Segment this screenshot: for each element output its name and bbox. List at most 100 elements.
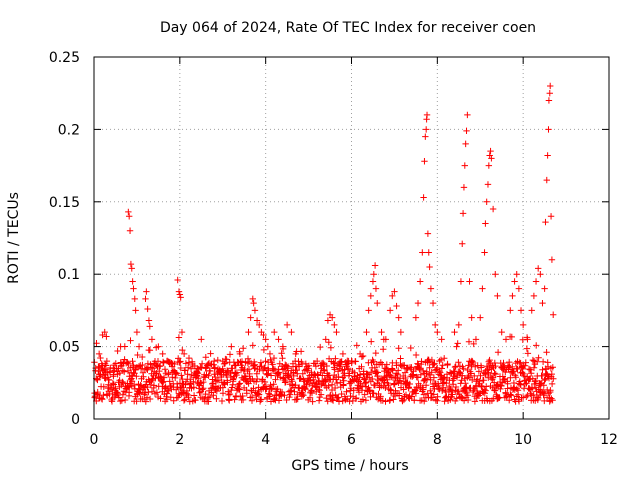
data-point — [528, 307, 535, 314]
data-point — [393, 302, 400, 310]
data-point — [481, 249, 488, 256]
data-point — [466, 278, 473, 285]
data-point — [422, 126, 430, 133]
data-point — [371, 262, 379, 269]
data-point — [193, 372, 201, 379]
data-point — [391, 288, 398, 295]
data-point — [247, 314, 254, 321]
data-point — [163, 357, 171, 365]
data-point — [545, 97, 553, 104]
data-point — [95, 350, 103, 358]
y-axis-label: ROTI / TECUs — [6, 192, 22, 284]
data-point — [155, 343, 162, 350]
data-point — [130, 285, 137, 292]
y-tick-label: 0.05 — [49, 340, 80, 356]
data-point — [114, 347, 121, 355]
data-point — [513, 271, 520, 278]
axes: 0 2 4 6 8 10 12 0 0.05 0.1 0.15 0.2 0.25 — [49, 50, 618, 448]
data-point — [250, 299, 257, 307]
data-point — [174, 276, 181, 284]
x-tick-label: 10 — [514, 432, 532, 448]
data-point — [541, 285, 548, 292]
x-tick-label: 4 — [261, 432, 270, 448]
x-tick-label: 8 — [433, 432, 442, 448]
data-point — [262, 336, 269, 343]
data-point — [110, 365, 117, 372]
data-point — [547, 213, 555, 220]
data-point — [519, 321, 527, 329]
data-point — [198, 336, 205, 343]
data-point — [94, 376, 101, 384]
data-point — [427, 285, 435, 292]
data-point — [249, 295, 256, 303]
data-point — [133, 328, 141, 336]
data-point — [283, 321, 291, 329]
data-point — [279, 343, 287, 350]
data-point — [132, 307, 139, 314]
y-tick-label: 0.15 — [49, 195, 80, 211]
data-point — [322, 336, 329, 343]
data-point — [236, 350, 244, 358]
data-point — [459, 210, 467, 217]
data-point — [482, 220, 489, 227]
data-point — [419, 249, 426, 256]
data-point — [313, 357, 321, 365]
y-tick-label: 0.2 — [58, 122, 80, 138]
data-point — [228, 343, 235, 350]
data-point — [477, 314, 484, 321]
chart-title: Day 064 of 2024, Rate Of TEC Index for r… — [160, 20, 536, 36]
y-tick-label: 0.25 — [49, 50, 80, 66]
x-tick-label: 2 — [175, 432, 184, 448]
data-point — [424, 230, 432, 237]
data-point — [426, 263, 433, 271]
data-point — [461, 162, 468, 169]
data-point — [545, 126, 552, 133]
data-point — [517, 307, 525, 314]
data-point — [546, 90, 553, 97]
data-point — [483, 198, 490, 205]
data-point — [219, 357, 226, 365]
data-point — [175, 288, 183, 295]
data-point — [260, 331, 267, 339]
data-point — [251, 307, 259, 314]
data-point — [125, 208, 132, 216]
data-point — [331, 321, 338, 329]
data-point — [451, 328, 458, 336]
data-point — [460, 184, 468, 191]
data-point — [348, 357, 355, 365]
data-point — [177, 294, 184, 301]
data-point — [484, 181, 492, 188]
data-point — [275, 336, 282, 343]
data-point — [547, 82, 554, 90]
data-point — [494, 292, 501, 300]
data-point — [333, 328, 340, 336]
y-tick-label: 0.1 — [58, 267, 80, 283]
data-point — [539, 299, 546, 307]
data-point — [425, 249, 432, 256]
data-point — [369, 278, 377, 285]
data-point — [159, 350, 166, 358]
roti-dense-band — [91, 333, 557, 405]
data-point — [422, 133, 429, 140]
data-point — [507, 307, 514, 314]
data-point — [524, 336, 531, 343]
data-point — [463, 127, 470, 135]
data-point — [459, 240, 466, 247]
data-point — [498, 328, 505, 336]
data-point — [492, 271, 499, 278]
data-point — [245, 328, 252, 336]
data-point — [509, 292, 516, 300]
data-point — [126, 227, 134, 234]
data-point — [210, 357, 218, 365]
data-point — [266, 350, 274, 358]
data-point — [367, 292, 375, 300]
data-point — [101, 328, 108, 336]
data-point — [543, 176, 550, 184]
data-point — [178, 328, 186, 336]
data-point — [421, 158, 428, 165]
data-point — [386, 307, 394, 314]
roti-series — [94, 82, 557, 384]
data-point — [472, 336, 480, 343]
